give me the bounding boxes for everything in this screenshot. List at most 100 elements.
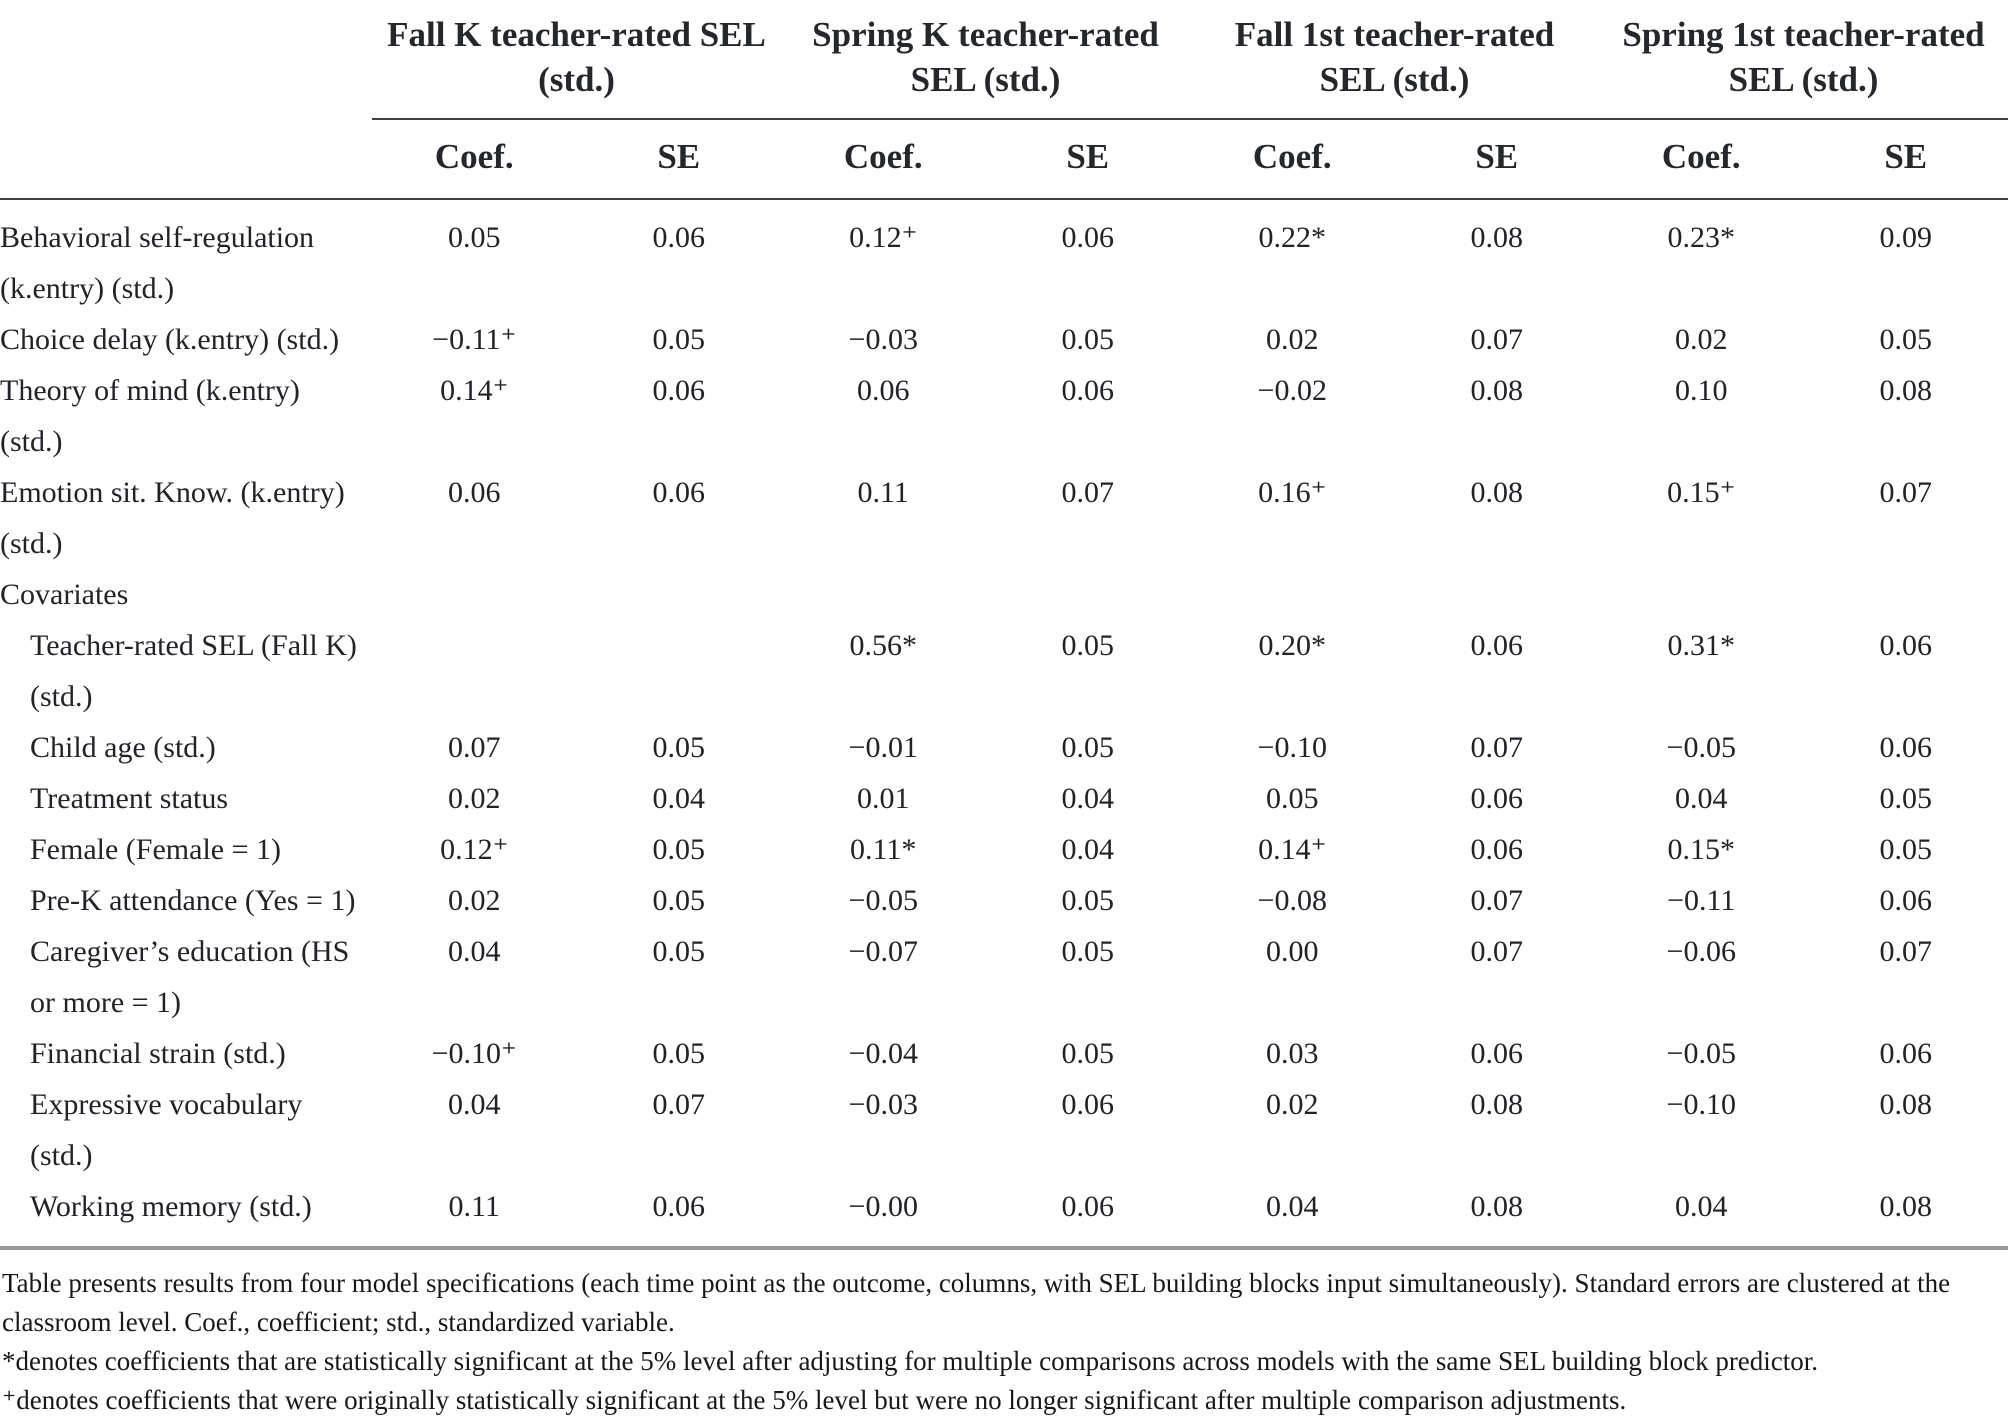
cell-value: 0.12⁺ bbox=[440, 833, 509, 866]
cell-value: 0.02 bbox=[1675, 323, 1728, 356]
cell-value: −0.11⁺ bbox=[432, 323, 517, 356]
column-group-row: Fall K teacher-rated SEL (std.) Spring K… bbox=[0, 0, 2008, 120]
cell-value: −0.05 bbox=[1666, 1037, 1736, 1070]
cell-value: −0.07 bbox=[848, 935, 918, 968]
cell-value: 0.05 bbox=[1061, 731, 1115, 764]
table-row: Financial strain (std.) −0.10⁺ 0.05 −0.04 0.… bbox=[0, 1028, 2008, 1079]
table-row: Emotion sit. Know. (k.entry) (std.) 0.06 0… bbox=[0, 467, 2008, 569]
cell-value: −0.10 bbox=[1257, 731, 1327, 764]
subheader-coef: Coef. bbox=[781, 119, 986, 200]
cell-value bbox=[372, 620, 577, 722]
footnote-plus: ⁺denotes coefficients that were original… bbox=[2, 1385, 1627, 1415]
cell-value: −0.10 bbox=[1666, 1088, 1736, 1121]
cell-value: 0.06 bbox=[1061, 221, 1115, 254]
cell-value: 0.31* bbox=[1667, 629, 1736, 662]
cell-value: 0.08 bbox=[1803, 1181, 2008, 1250]
cell-value: −0.11 bbox=[1667, 884, 1736, 917]
cell-value: 0.08 bbox=[1470, 221, 1524, 254]
section-label: Covariates bbox=[0, 578, 129, 611]
row-label: Expressive vocabulary (std.) bbox=[30, 1088, 303, 1172]
cell-value: 0.02 bbox=[448, 782, 501, 815]
cell-value: −0.00 bbox=[781, 1181, 986, 1250]
cell-value: 0.05 bbox=[448, 221, 501, 254]
cell-value: 0.07 bbox=[1470, 323, 1524, 356]
table-row: Caregiver’s education (HS or more = 1) 0.… bbox=[0, 926, 2008, 1028]
cell-value bbox=[781, 569, 986, 620]
cell-value: 0.11 bbox=[857, 476, 909, 509]
subheader-coef: Coef. bbox=[1190, 119, 1395, 200]
subheader-se: SE bbox=[985, 119, 1190, 200]
cell-value: 0.04 bbox=[652, 782, 706, 815]
cell-value: 0.04 bbox=[1061, 833, 1115, 866]
cell-value: 0.07 bbox=[1061, 476, 1115, 509]
cell-value: 0.04 bbox=[1061, 782, 1115, 815]
subheader-se: SE bbox=[576, 119, 781, 200]
cell-value: 0.06 bbox=[576, 1181, 781, 1250]
cell-value: 0.05 bbox=[1266, 782, 1319, 815]
cell-value: 0.06 bbox=[1061, 1088, 1115, 1121]
cell-value: 0.04 bbox=[448, 1088, 501, 1121]
cell-value: 0.05 bbox=[652, 323, 706, 356]
cell-value: 0.10 bbox=[1675, 374, 1728, 407]
cell-value: 0.56* bbox=[849, 629, 918, 662]
cell-value: 0.05 bbox=[652, 731, 706, 764]
cell-value: −0.05 bbox=[1666, 731, 1736, 764]
cell-value: 0.05 bbox=[652, 1037, 706, 1070]
cell-value: 0.06 bbox=[1061, 374, 1115, 407]
cell-value: 0.06 bbox=[652, 374, 706, 407]
cell-value: 0.09 bbox=[1879, 221, 1933, 254]
cell-value: 0.07 bbox=[1879, 476, 1933, 509]
cell-value: −0.03 bbox=[848, 1088, 918, 1121]
cell-value: 0.05 bbox=[1879, 833, 1933, 866]
cell-value: 0.05 bbox=[652, 833, 706, 866]
cell-value: 0.02 bbox=[1266, 1088, 1319, 1121]
cell-value: 0.05 bbox=[652, 935, 706, 968]
cell-value: 0.12⁺ bbox=[849, 221, 918, 254]
cell-value: 0.04 bbox=[448, 935, 501, 968]
cell-value bbox=[1190, 569, 1395, 620]
cell-value bbox=[577, 569, 782, 620]
column-group-header-fall-1st: Fall 1st teacher-rated SEL (std.) bbox=[1190, 0, 1599, 120]
cell-value: 0.08 bbox=[1879, 374, 1933, 407]
table-row: Behavioral self-regulation (k.entry) (st… bbox=[0, 199, 2008, 314]
cell-value: −0.02 bbox=[1257, 374, 1327, 407]
cell-value: 0.04 bbox=[1599, 1181, 1804, 1250]
cell-value bbox=[577, 620, 782, 722]
cell-value: 0.07 bbox=[1470, 935, 1524, 968]
cell-value: 0.06 bbox=[1879, 884, 1933, 917]
cell-value bbox=[372, 569, 577, 620]
cell-value: 0.22* bbox=[1258, 221, 1327, 254]
column-group-header-spring-1st: Spring 1st teacher-rated SEL (std.) bbox=[1599, 0, 2008, 120]
cell-value: 0.01 bbox=[857, 782, 910, 815]
cell-value: 0.05 bbox=[1879, 782, 1933, 815]
cell-value bbox=[986, 569, 1191, 620]
footnotes: Table presents results from four model s… bbox=[0, 1250, 2008, 1420]
table-body: Behavioral self-regulation (k.entry) (st… bbox=[0, 199, 2008, 1250]
row-label: Pre-K attendance (Yes = 1) bbox=[30, 884, 356, 917]
footnote-asterisk: *denotes coefficients that are statistic… bbox=[2, 1346, 1819, 1376]
cell-value: 0.04 bbox=[1675, 782, 1728, 815]
cell-value: 0.07 bbox=[1470, 731, 1524, 764]
cell-value: 0.16⁺ bbox=[1258, 476, 1327, 509]
cell-value: 0.08 bbox=[1394, 1181, 1599, 1250]
section-row: Covariates bbox=[0, 569, 2008, 620]
cell-value: 0.02 bbox=[1266, 323, 1319, 356]
cell-value: 0.11* bbox=[850, 833, 917, 866]
cell-value bbox=[1395, 569, 1600, 620]
regression-results-table: Fall K teacher-rated SEL (std.) Spring K… bbox=[0, 0, 2008, 1250]
cell-value: 0.08 bbox=[1470, 1088, 1524, 1121]
cell-value: 0.06 bbox=[1470, 833, 1524, 866]
cell-value: −0.03 bbox=[848, 323, 918, 356]
row-label: Female (Female = 1) bbox=[30, 833, 282, 866]
cell-value: 0.11 bbox=[372, 1181, 577, 1250]
cell-value: 0.06 bbox=[1470, 629, 1524, 662]
cell-value: 0.06 bbox=[1470, 782, 1524, 815]
table-row: Child age (std.) 0.07 0.05 −0.01 0.05 −0.10 0.… bbox=[0, 722, 2008, 773]
row-label: Theory of mind (k.entry) (std.) bbox=[0, 374, 300, 458]
row-label: Teacher-rated SEL (Fall K) (std.) bbox=[30, 629, 357, 713]
table-header: Fall K teacher-rated SEL (std.) Spring K… bbox=[0, 0, 2008, 200]
cell-value: 0.05 bbox=[1061, 323, 1115, 356]
table-row: Theory of mind (k.entry) (std.) 0.14⁺ 0.06… bbox=[0, 365, 2008, 467]
cell-value: 0.05 bbox=[1061, 629, 1115, 662]
